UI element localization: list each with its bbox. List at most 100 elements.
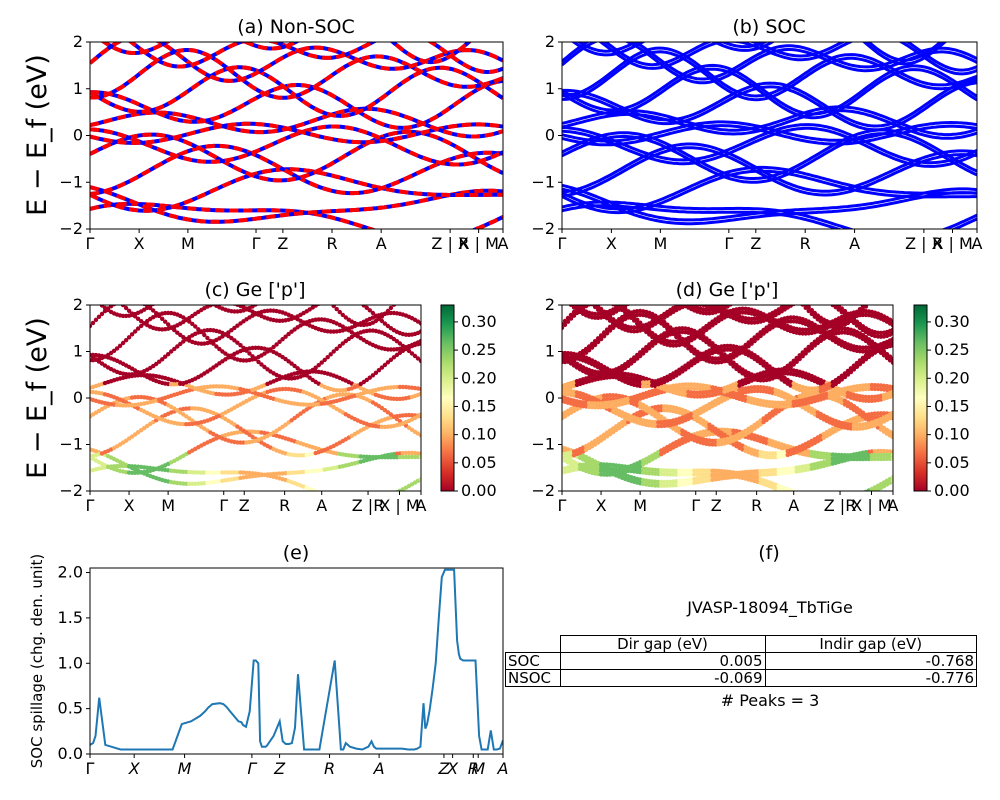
projected-band-point xyxy=(641,290,645,294)
projected-band-point xyxy=(334,388,339,393)
soc-band-line xyxy=(562,132,977,184)
y-tick-label: 0 xyxy=(73,126,83,145)
soc-band-line xyxy=(562,187,977,226)
projected-band-point xyxy=(277,339,282,344)
colorbar-tick-label: 0.30 xyxy=(461,312,497,331)
projected-band-point xyxy=(569,289,573,293)
projected-band-point xyxy=(196,294,200,298)
projected-band-point xyxy=(322,357,327,363)
indir-gap-value: -0.768 xyxy=(764,652,977,670)
projected-band-point xyxy=(560,291,564,295)
projected-band-point xyxy=(659,293,663,297)
nonsoc-band-line xyxy=(90,129,503,183)
projected-band-point xyxy=(795,296,799,300)
x-tick-label: Γ xyxy=(247,759,257,778)
projected-band-point xyxy=(572,290,576,294)
projected-band-point xyxy=(737,351,742,356)
projected-band-point xyxy=(563,293,567,297)
projected-band-point xyxy=(626,298,630,302)
projected-band-point xyxy=(888,278,892,282)
projected-band-point xyxy=(376,316,382,322)
projected-band-point xyxy=(662,319,667,325)
dir-gap-value: 0.005 xyxy=(559,652,766,670)
projected-band-point xyxy=(638,320,643,325)
x-tick-label: X xyxy=(596,496,607,515)
projected-band-point xyxy=(626,363,631,368)
projected-band-point xyxy=(740,348,745,354)
projected-band-point xyxy=(129,332,135,337)
projected-band-point xyxy=(845,372,851,377)
x-tick-label: R xyxy=(326,234,337,253)
projected-band-point xyxy=(873,295,877,299)
projected-band-point xyxy=(114,346,120,351)
projected-band-point xyxy=(822,294,826,298)
projected-band-point xyxy=(587,296,591,300)
projected-band-point xyxy=(885,284,889,288)
projected-band-point xyxy=(373,370,379,375)
projected-band-point xyxy=(563,288,567,292)
projected-band-point xyxy=(786,491,790,495)
projected-band-point xyxy=(596,296,600,300)
projected-band-point xyxy=(731,360,736,365)
projected-band-point xyxy=(160,296,164,300)
projected-band-point xyxy=(707,325,712,330)
panel-a-bands xyxy=(90,42,503,229)
projected-band-point xyxy=(788,364,793,370)
projected-band-point xyxy=(319,360,324,365)
projected-band-point xyxy=(199,295,203,299)
x-tick-label: M xyxy=(178,759,192,778)
projected-band-point xyxy=(890,385,893,390)
table-header-row: Dir gap (eV) Indir gap (eV) xyxy=(506,635,977,653)
projected-band-point xyxy=(419,279,423,283)
projected-band-point xyxy=(274,342,279,347)
projected-band-point xyxy=(608,297,612,301)
projected-band-point xyxy=(217,300,221,304)
projected-band-point xyxy=(118,300,122,304)
projected-band-point xyxy=(851,316,857,321)
projected-band-point xyxy=(584,297,588,301)
projected-band-point xyxy=(650,343,655,348)
projected-band-point xyxy=(677,333,682,339)
y-tick-label: 0 xyxy=(73,388,83,407)
projected-band-point xyxy=(890,331,893,336)
projected-band-point xyxy=(412,353,418,359)
projected-band-point xyxy=(566,284,570,288)
soc-band-line xyxy=(562,81,977,132)
nonsoc-band-line xyxy=(127,42,503,75)
projected-band-point xyxy=(881,349,887,354)
projected-band-point xyxy=(391,355,397,360)
projected-band-point xyxy=(885,280,889,284)
projected-band-point xyxy=(154,361,159,367)
projected-band-point xyxy=(395,299,399,303)
projected-band-point xyxy=(217,346,222,352)
projected-band-point xyxy=(301,409,306,414)
x-tick-label: A xyxy=(373,759,385,778)
projected-band-point xyxy=(890,456,893,461)
projected-band-point xyxy=(839,452,844,458)
projected-band-point xyxy=(792,290,796,294)
projected-band-point xyxy=(632,294,636,298)
projected-band-point xyxy=(601,334,607,339)
x-tick-label: M xyxy=(633,496,647,515)
colorbar-tick-label: 0.10 xyxy=(461,425,497,444)
x-tick-label: Γ xyxy=(724,234,733,253)
projected-band-point xyxy=(94,286,98,290)
x-tick-label: Z | X xyxy=(431,234,469,253)
projected-band-point xyxy=(132,329,138,334)
projected-band-point xyxy=(340,312,345,318)
x-tick-label: Γ xyxy=(691,496,700,515)
projected-band-point xyxy=(382,311,388,317)
x-tick-label: M xyxy=(181,234,195,253)
projected-band-point xyxy=(418,329,421,334)
projected-band-point xyxy=(626,309,631,314)
projected-band-point xyxy=(400,384,406,390)
soc-band-line xyxy=(90,65,503,118)
projected-band-point xyxy=(583,305,589,309)
projected-band-point xyxy=(806,348,811,353)
projected-band-point xyxy=(713,343,718,349)
x-tick-label: Z |R xyxy=(352,496,385,515)
projected-band-point xyxy=(743,346,748,351)
projected-band-point xyxy=(334,346,339,351)
projected-band-point xyxy=(668,325,673,330)
projected-band-point xyxy=(331,305,336,309)
